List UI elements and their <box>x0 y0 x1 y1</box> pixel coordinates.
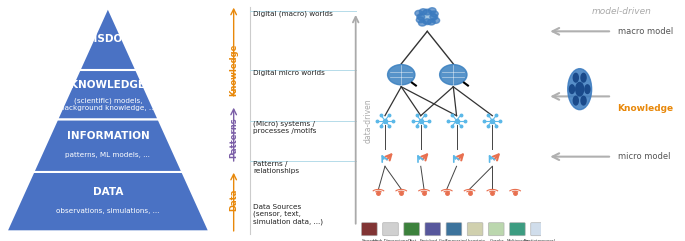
Text: Text: Text <box>408 239 416 241</box>
Text: KNOWLEDGE: KNOWLEDGE <box>71 80 145 90</box>
Text: Data: Data <box>229 189 238 211</box>
Circle shape <box>569 85 575 94</box>
Circle shape <box>419 10 436 23</box>
Circle shape <box>432 18 440 23</box>
Circle shape <box>416 17 424 23</box>
FancyBboxPatch shape <box>446 223 462 236</box>
Text: WISDOM: WISDOM <box>83 33 133 44</box>
Text: Timeseries: Timeseries <box>444 239 466 241</box>
Text: Data Sources
(sensor, text,
simulation data, ...): Data Sources (sensor, text, simulation d… <box>253 204 323 225</box>
Text: Graphs: Graphs <box>490 239 505 241</box>
Text: Patterns /
relationships: Patterns / relationships <box>253 161 299 174</box>
Circle shape <box>430 11 438 17</box>
Text: Digital micro worlds: Digital micro worlds <box>253 70 325 76</box>
Text: macro model: macro model <box>618 27 673 36</box>
Text: patterns, ML models, ...: patterns, ML models, ... <box>66 152 150 158</box>
Text: observations, simulations, ...: observations, simulations, ... <box>56 208 160 214</box>
Circle shape <box>417 14 425 20</box>
Circle shape <box>585 85 590 94</box>
FancyBboxPatch shape <box>383 223 398 236</box>
Polygon shape <box>79 7 136 70</box>
Circle shape <box>576 82 584 96</box>
Text: Knowledge: Knowledge <box>229 44 238 96</box>
Circle shape <box>388 65 415 85</box>
Polygon shape <box>6 172 210 231</box>
Circle shape <box>423 9 431 15</box>
Polygon shape <box>57 70 159 119</box>
Text: Patterns: Patterns <box>229 117 238 158</box>
Text: INFORMATION: INFORMATION <box>66 131 149 141</box>
FancyBboxPatch shape <box>467 223 483 236</box>
FancyBboxPatch shape <box>362 223 377 236</box>
Text: Knowledge: Knowledge <box>618 104 674 113</box>
FancyBboxPatch shape <box>488 223 504 236</box>
Circle shape <box>427 19 435 25</box>
Circle shape <box>581 96 586 105</box>
Text: Digital (macro) worlds: Digital (macro) worlds <box>253 11 333 17</box>
FancyBboxPatch shape <box>510 223 525 236</box>
Circle shape <box>415 10 423 16</box>
FancyBboxPatch shape <box>404 223 419 236</box>
FancyBboxPatch shape <box>425 223 440 236</box>
FancyBboxPatch shape <box>531 223 547 236</box>
Text: Enriched-Geo: Enriched-Geo <box>420 239 448 241</box>
Circle shape <box>440 65 467 85</box>
Circle shape <box>573 73 578 82</box>
Text: Uncertain: Uncertain <box>466 239 486 241</box>
Text: Spatiotemporal: Spatiotemporal <box>523 239 556 241</box>
Circle shape <box>430 14 438 20</box>
Text: DATA: DATA <box>92 187 123 197</box>
Text: data-driven: data-driven <box>364 98 373 143</box>
Text: Multimedia: Multimedia <box>507 239 530 241</box>
Circle shape <box>423 19 431 25</box>
Text: micro model: micro model <box>618 152 670 161</box>
Text: (Micro) systems /
processes /motifs: (Micro) systems / processes /motifs <box>253 120 316 134</box>
Polygon shape <box>34 119 182 172</box>
Circle shape <box>573 96 578 105</box>
Text: (scientific) models,
background knowledge, ...: (scientific) models, background knowledg… <box>60 98 155 111</box>
Circle shape <box>419 20 426 26</box>
Circle shape <box>428 8 436 13</box>
Text: Streams: Streams <box>362 239 379 241</box>
Circle shape <box>581 73 586 82</box>
Text: model-driven: model-driven <box>592 7 651 16</box>
Circle shape <box>419 9 427 14</box>
Circle shape <box>568 69 592 110</box>
Text: High Dimensional: High Dimensional <box>373 239 410 241</box>
